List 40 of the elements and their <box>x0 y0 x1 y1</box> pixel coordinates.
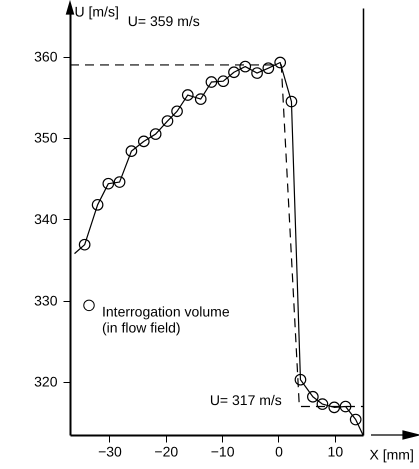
point <box>114 176 126 188</box>
point <box>78 238 90 251</box>
point <box>171 105 183 118</box>
y-tick-label: 320 <box>34 374 58 390</box>
x-tick-label: 0 <box>275 444 284 460</box>
x-axis-title: X [mm] <box>370 446 414 462</box>
annotation: U= 317 m/s <box>210 392 282 408</box>
point <box>92 198 104 211</box>
point <box>286 96 298 108</box>
point <box>126 145 138 157</box>
point <box>262 62 274 74</box>
point <box>102 178 114 190</box>
point <box>239 60 252 72</box>
annotation: U= 359 m/s <box>128 13 200 29</box>
point <box>251 67 263 79</box>
y-tick-label: 330 <box>34 292 58 308</box>
y-tick-label: 340 <box>34 210 58 227</box>
x-tick-label: −10 <box>210 444 235 460</box>
point <box>228 66 240 78</box>
point <box>217 75 230 88</box>
x-tick-label: −20 <box>154 444 178 460</box>
point <box>350 414 362 426</box>
y-tick-label: 350 <box>34 130 58 146</box>
point <box>340 400 352 412</box>
point <box>182 89 194 101</box>
x-tick-label: 10 <box>328 444 344 460</box>
point <box>294 374 306 386</box>
legend-label: Interrogation volume (in flow field) <box>102 303 230 336</box>
y-axis-title: U [m/s] <box>74 4 119 20</box>
point <box>316 398 328 410</box>
point <box>194 93 207 105</box>
point <box>162 115 174 127</box>
point <box>206 76 218 88</box>
point <box>138 136 150 148</box>
point <box>307 390 319 403</box>
y-tick-label: 360 <box>34 48 58 64</box>
point <box>150 128 162 140</box>
point <box>328 402 340 414</box>
x-tick-label: −30 <box>98 444 122 460</box>
point <box>274 56 286 68</box>
